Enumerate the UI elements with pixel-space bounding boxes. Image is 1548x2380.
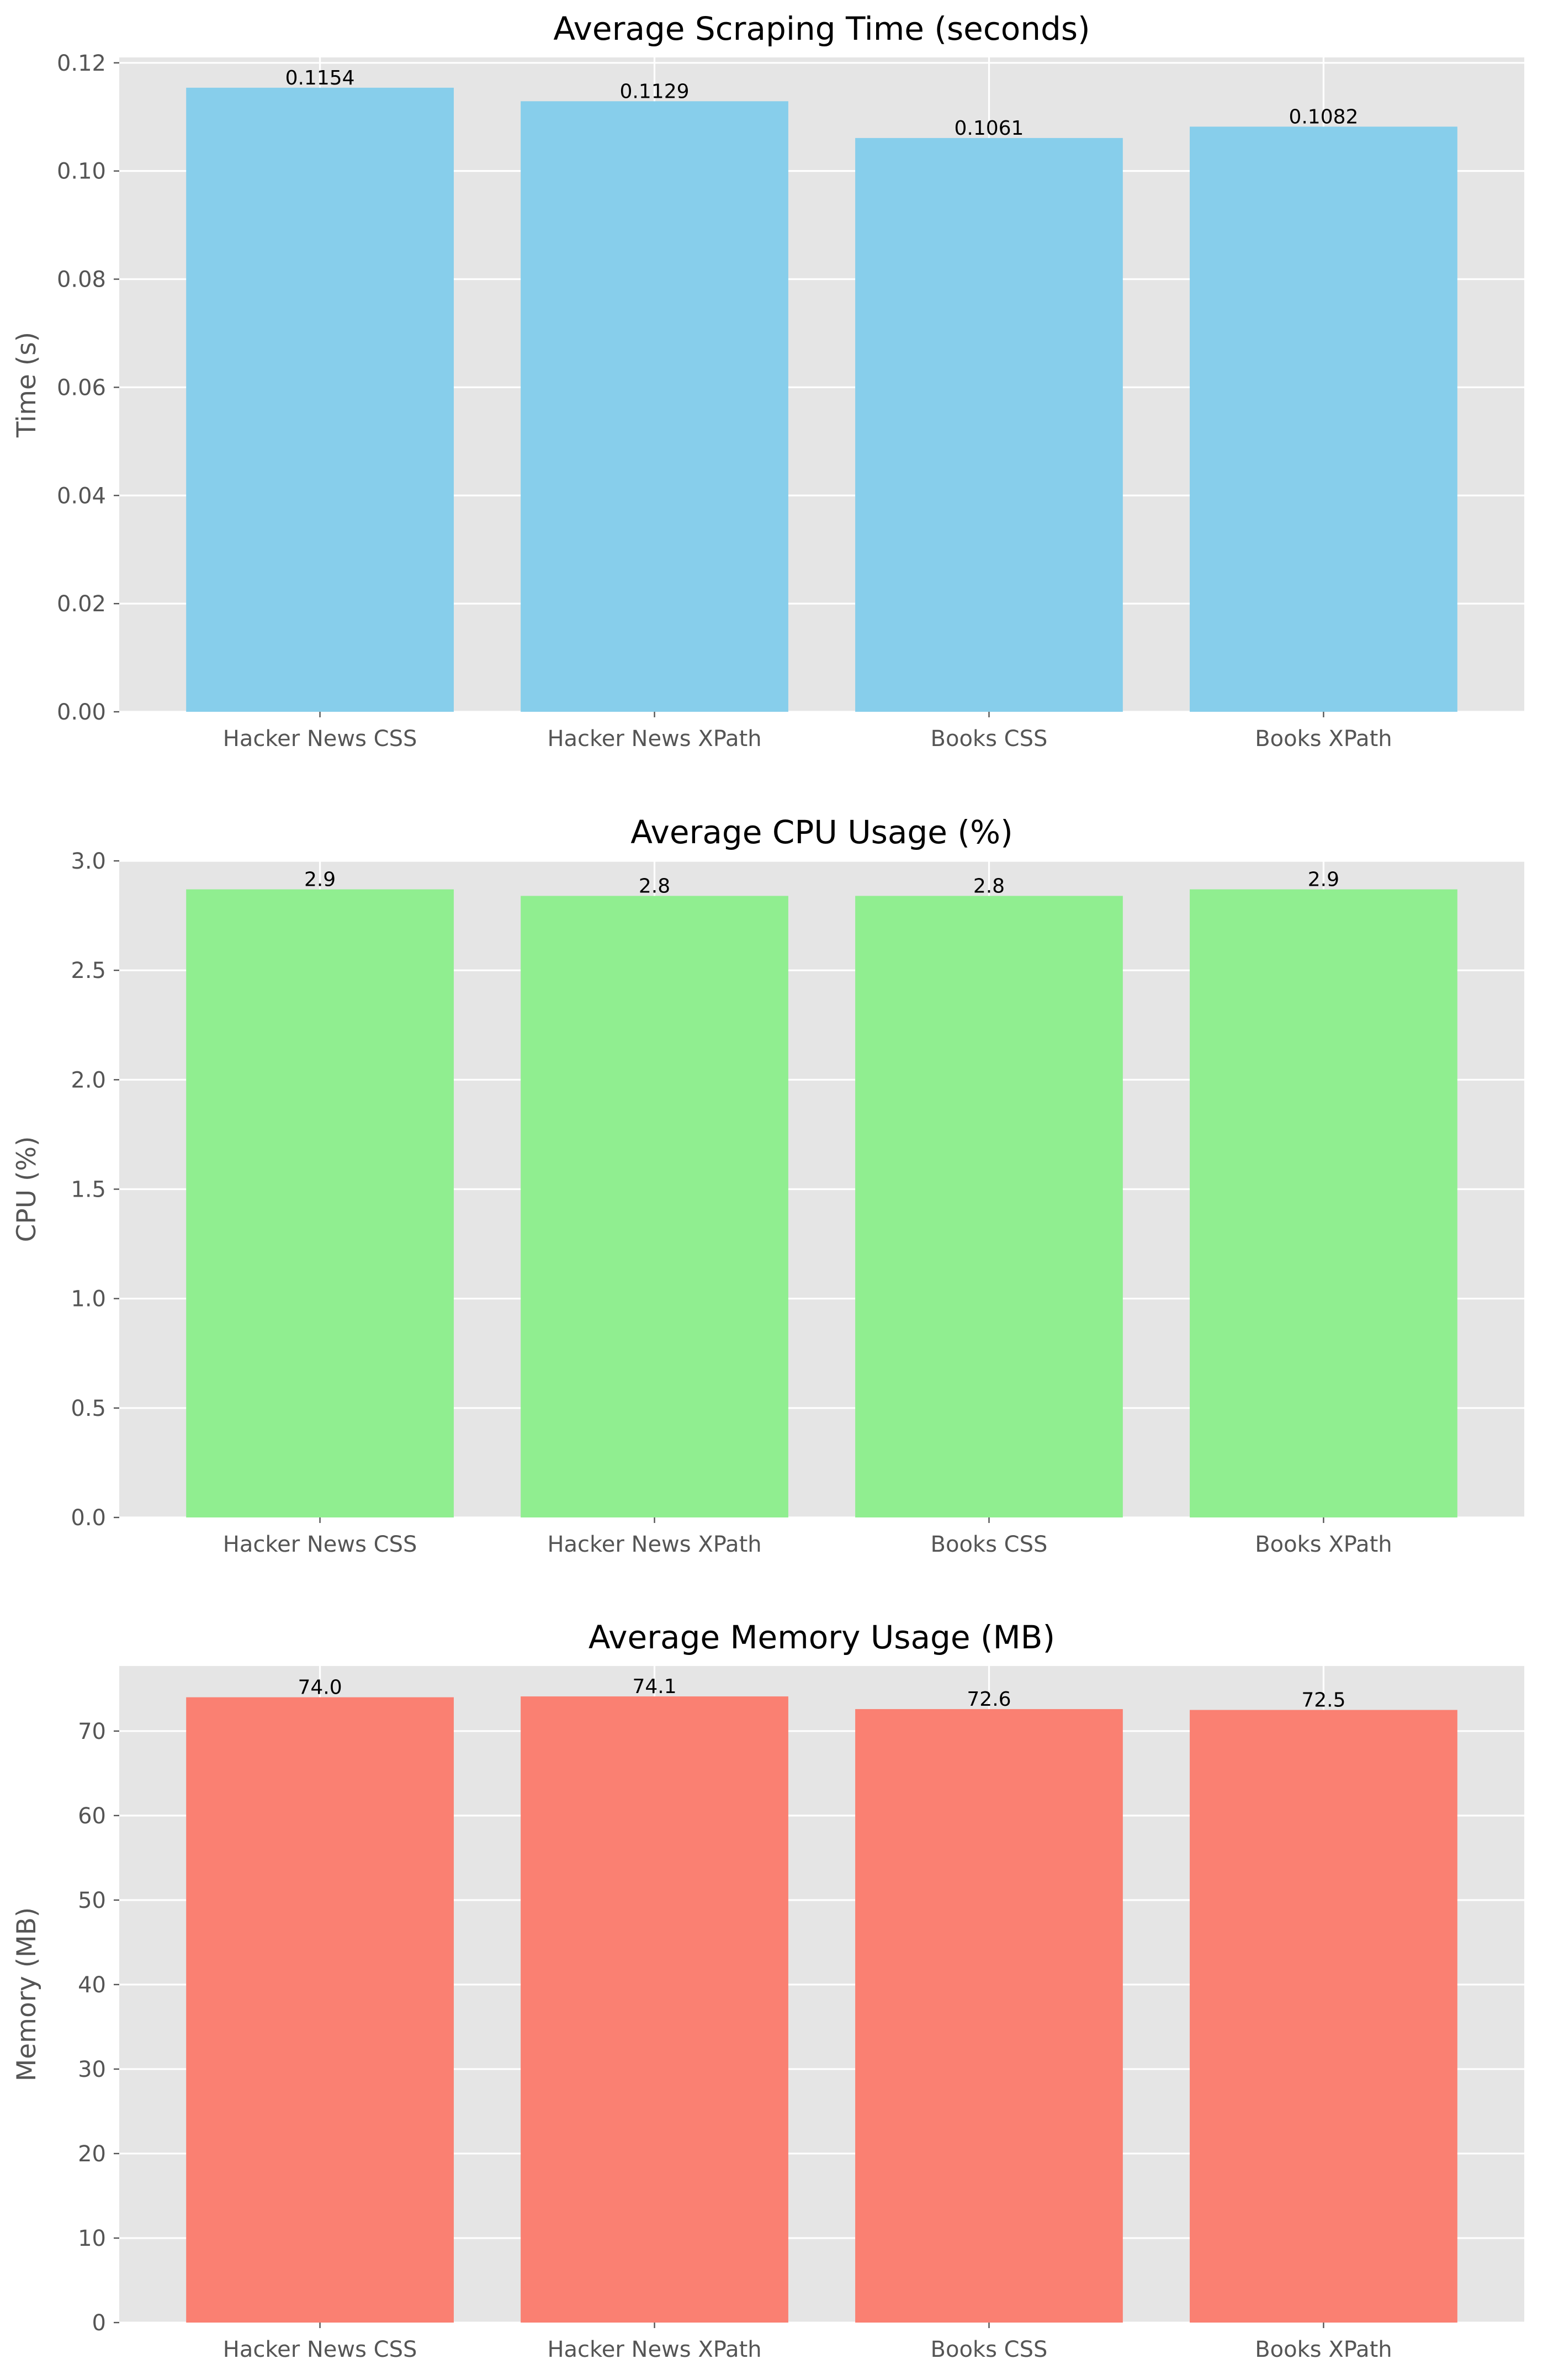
cpu-bar-2 [855, 896, 1123, 1517]
time-ytick-label-0: 0.00 [57, 700, 106, 725]
time-xtick-label-1: Hacker News XPath [547, 726, 761, 752]
cpu-ytick-label-6: 3.0 [71, 849, 106, 874]
memory-value-label-0: 74.0 [298, 1676, 342, 1699]
cpu-bar-3 [1190, 889, 1457, 1517]
memory-ytick-label-6: 60 [78, 1803, 106, 1829]
cpu-value-label-3: 2.9 [1308, 869, 1339, 891]
time-ytick-label-5: 0.10 [57, 159, 106, 184]
cpu-chart-title: Average CPU Usage (%) [630, 813, 1013, 851]
memory-ytick-label-1: 10 [78, 2226, 106, 2251]
time-bar-1 [521, 101, 788, 712]
time-bar-3 [1190, 126, 1457, 712]
cpu-value-label-0: 2.9 [304, 869, 336, 891]
time-y-axis-label: Time (s) [12, 332, 42, 438]
cpu-bar-1 [521, 896, 788, 1517]
time-chart-title: Average Scraping Time (seconds) [553, 10, 1090, 47]
cpu-xtick-label-3: Books XPath [1255, 1532, 1392, 1557]
cpu-ytick-label-4: 2.0 [71, 1067, 106, 1093]
time-value-label-3: 0.1082 [1289, 105, 1358, 128]
memory-xtick-label-1: Hacker News XPath [547, 2337, 761, 2362]
memory-ytick-label-7: 70 [78, 1719, 106, 1744]
memory-ytick-label-5: 50 [78, 1888, 106, 1913]
memory-y-axis-label: Memory (MB) [12, 1907, 42, 2082]
memory-chart: 0 10 20 30 40 50 60 70 74.0 Hacker News CSS 74.1 Ha… [12, 1619, 1524, 2362]
time-bar-0 [186, 87, 454, 712]
time-value-label-1: 0.1129 [620, 80, 690, 103]
memory-xtick-label-2: Books CSS [931, 2337, 1048, 2362]
time-xtick-label-2: Books CSS [931, 726, 1048, 752]
memory-bar-3 [1190, 1710, 1457, 2323]
memory-value-label-3: 72.5 [1301, 1689, 1345, 1712]
time-value-label-0: 0.1154 [285, 67, 355, 89]
memory-bar-0 [186, 1697, 454, 2323]
cpu-ytick-label-3: 1.5 [71, 1177, 106, 1203]
time-ytick-label-1: 0.02 [57, 591, 106, 617]
time-xtick-label-0: Hacker News CSS [223, 726, 417, 752]
cpu-y-axis-label: CPU (%) [12, 1136, 42, 1242]
memory-bar-1 [521, 1696, 788, 2323]
time-ytick-label-3: 0.06 [57, 375, 106, 400]
cpu-ytick-label-2: 1.0 [71, 1287, 106, 1312]
memory-value-label-2: 72.6 [967, 1688, 1011, 1711]
time-chart: 0.00 0.02 0.04 0.06 0.08 0.10 0.12 0.1154 Hacker… [12, 10, 1524, 752]
time-value-label-2: 0.1061 [954, 117, 1024, 140]
cpu-ytick-label-5: 2.5 [71, 958, 106, 983]
memory-value-label-1: 74.1 [632, 1675, 676, 1698]
time-ytick-label-2: 0.04 [57, 483, 106, 509]
memory-bar-2 [855, 1709, 1123, 2323]
cpu-ytick-label-0: 0.0 [71, 1505, 106, 1531]
cpu-bar-0 [186, 889, 454, 1517]
cpu-xtick-label-0: Hacker News CSS [223, 1532, 417, 1557]
memory-chart-title: Average Memory Usage (MB) [589, 1619, 1055, 1656]
cpu-xtick-label-2: Books CSS [931, 1532, 1048, 1557]
memory-ytick-label-4: 40 [78, 1972, 106, 1998]
memory-xtick-label-0: Hacker News CSS [223, 2337, 417, 2362]
cpu-value-label-1: 2.8 [639, 875, 670, 897]
time-xtick-label-3: Books XPath [1255, 726, 1392, 752]
time-ytick-label-6: 0.12 [57, 51, 106, 76]
cpu-ytick-label-1: 0.5 [71, 1396, 106, 1421]
memory-ytick-label-0: 0 [92, 2310, 106, 2336]
memory-ytick-label-2: 20 [78, 2141, 106, 2167]
cpu-value-label-2: 2.8 [973, 875, 1005, 897]
cpu-xtick-label-1: Hacker News XPath [547, 1532, 761, 1557]
time-ytick-label-4: 0.08 [57, 267, 106, 293]
memory-xtick-label-3: Books XPath [1255, 2337, 1392, 2362]
memory-ytick-label-3: 30 [78, 2057, 106, 2082]
time-bar-2 [855, 137, 1123, 712]
cpu-chart: 0.0 0.5 1.0 1.5 2.0 2.5 3.0 2.9 Hacker News CSS 2… [12, 813, 1524, 1557]
